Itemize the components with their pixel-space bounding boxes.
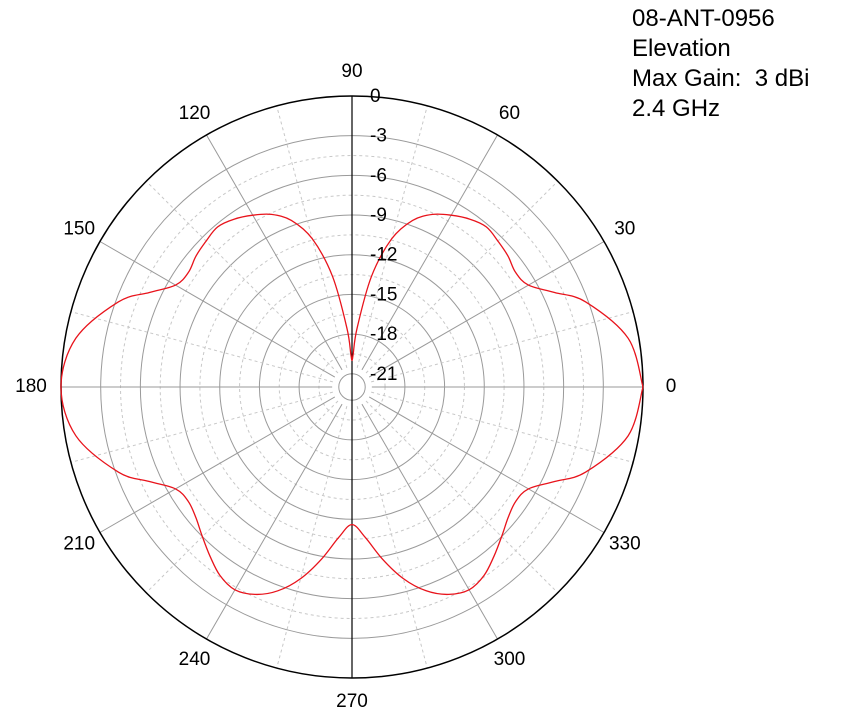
plane-label: Elevation <box>632 35 731 62</box>
grid-spoke-major <box>368 396 605 533</box>
grid-spoke-major <box>206 403 343 640</box>
angle-tick-label-120: 120 <box>179 103 211 124</box>
grid-spoke-major <box>361 403 498 640</box>
radial-tick-label: -18 <box>370 324 397 345</box>
grid-spoke-minor <box>371 391 634 463</box>
grid-spoke-major <box>206 134 343 371</box>
grid-spoke-minor <box>70 391 333 463</box>
grid-spoke-minor <box>276 406 348 669</box>
grid-spoke-minor <box>70 311 333 383</box>
angle-tick-label-60: 60 <box>499 103 520 124</box>
radial-tick-label: -6 <box>370 165 387 186</box>
radial-tick-label: -3 <box>370 126 387 147</box>
angle-tick-labels: 0 30 60 90 120 150 180 210 240 270 300 330 <box>15 61 676 712</box>
radial-tick-label: 0 <box>370 86 381 107</box>
max-gain: Max Gain: 3 dBi <box>632 65 810 92</box>
angle-tick-label-240: 240 <box>179 649 211 670</box>
angle-tick-label-30: 30 <box>614 219 635 240</box>
grid-spoke-minor <box>145 180 339 374</box>
angle-tick-label-180: 180 <box>15 376 47 397</box>
grid-spoke-minor <box>365 400 559 594</box>
model-number: 08-ANT-0956 <box>632 5 775 32</box>
angle-tick-label-330: 330 <box>609 534 641 555</box>
pattern-traces <box>60 213 644 596</box>
frequency: 2.4 GHz <box>632 95 721 122</box>
grid-spoke-major <box>368 241 605 378</box>
grid-spoke-minor <box>276 105 348 368</box>
grid-spoke-major <box>99 396 336 533</box>
pattern-trace-0 <box>60 213 644 596</box>
grid-spoke-major <box>99 241 336 378</box>
radial-tick-labels: 0 -3 -6 -9 -12 -15 -18 -21 <box>370 86 397 385</box>
angle-tick-label-0: 0 <box>666 376 677 397</box>
radial-tick-label: -9 <box>370 205 387 226</box>
grid-spoke-minor <box>145 400 339 594</box>
grid-spoke-major <box>361 134 498 371</box>
antenna-info: 08-ANT-0956 Elevation Max Gain: 3 dBi 2.… <box>632 4 809 124</box>
angle-tick-label-210: 210 <box>63 534 95 555</box>
grid-spoke-minor <box>356 406 428 669</box>
radial-tick-label: -15 <box>370 284 397 305</box>
angle-tick-label-270: 270 <box>336 691 368 712</box>
angle-tick-label-300: 300 <box>494 649 526 670</box>
angle-spokes <box>61 105 643 669</box>
grid-spoke-minor <box>371 311 634 383</box>
radial-tick-label: -21 <box>370 364 397 385</box>
angle-tick-label-90: 90 <box>341 61 362 82</box>
radial-tick-label: -12 <box>370 245 397 266</box>
angle-tick-label-150: 150 <box>63 219 95 240</box>
